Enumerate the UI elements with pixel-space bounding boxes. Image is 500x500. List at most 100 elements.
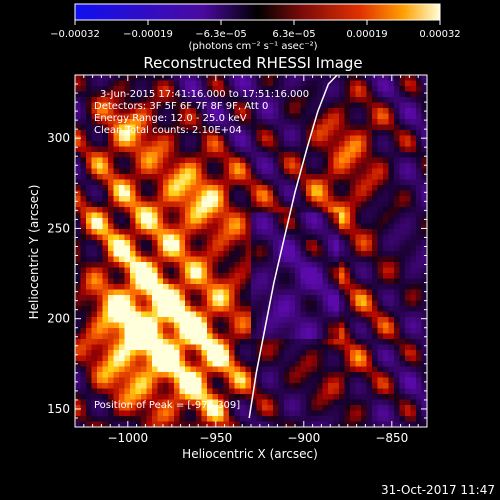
heatmap-cell (119, 108, 125, 114)
heatmap-cell (289, 223, 296, 230)
heatmap-cell (344, 300, 351, 307)
heatmap-cell (300, 339, 307, 345)
heatmap-cell (421, 383, 427, 389)
heatmap-cell (135, 267, 142, 274)
y-tick-label: 150 (47, 402, 70, 416)
heatmap-cell (185, 196, 191, 202)
heatmap-cell (339, 333, 345, 340)
heatmap-cell (317, 174, 323, 180)
heatmap-cell (377, 196, 384, 202)
heatmap-cell (377, 284, 384, 290)
heatmap-cell (372, 328, 378, 334)
heatmap-cell (306, 157, 312, 164)
footer-timestamp: 31-Oct-2017 11:47 (381, 483, 495, 497)
heatmap-cell (421, 163, 427, 169)
heatmap-cell (240, 157, 246, 164)
heatmap-cell (157, 185, 164, 191)
heatmap-cell (157, 322, 164, 329)
heatmap-cell (311, 212, 318, 219)
heatmap-cell (174, 344, 180, 351)
heatmap-cell (410, 273, 417, 279)
heatmap-cell (86, 317, 92, 323)
heatmap-cell (421, 196, 427, 202)
heatmap-cell (201, 124, 208, 131)
heatmap-cell (267, 377, 274, 384)
heatmap-cell (273, 201, 279, 208)
heatmap-cell (75, 179, 81, 186)
heatmap-cell (240, 168, 246, 175)
heatmap-cell (97, 372, 103, 378)
heatmap-cell (377, 333, 384, 340)
heatmap-cell (234, 196, 241, 202)
heatmap-cell (267, 284, 274, 290)
heatmap-cell (311, 163, 318, 169)
heatmap-cell (185, 278, 191, 285)
heatmap-cell (168, 355, 175, 362)
heatmap-cell (190, 311, 197, 318)
heatmap-cell (284, 102, 290, 109)
heatmap-cell (377, 179, 384, 186)
heatmap-cell (124, 322, 131, 329)
heatmap-cell (328, 284, 334, 290)
heatmap-cell (416, 410, 422, 417)
heatmap-cell (174, 185, 180, 191)
heatmap-cell (405, 201, 411, 208)
heatmap-cell (295, 262, 301, 268)
heatmap-cell (86, 75, 92, 81)
heatmap-cell (108, 86, 114, 92)
heatmap-cell (119, 245, 125, 252)
heatmap-cell (405, 113, 411, 120)
heatmap-cell (152, 366, 158, 373)
heatmap-cell (80, 212, 87, 219)
heatmap-cell (240, 295, 246, 301)
heatmap-cell (317, 289, 323, 296)
heatmap-cell (223, 157, 230, 164)
heatmap-cell (190, 102, 197, 109)
heatmap-cell (251, 251, 257, 257)
heatmap-cell (273, 256, 279, 263)
heatmap-cell (212, 251, 219, 257)
heatmap-cell (311, 108, 318, 114)
heatmap-cell (267, 350, 274, 356)
heatmap-cell (289, 355, 296, 362)
heatmap-cell (366, 300, 373, 307)
heatmap-cell (185, 229, 191, 235)
heatmap-cell (229, 141, 235, 147)
heatmap-cell (152, 119, 158, 125)
heatmap-cell (152, 251, 158, 257)
heatmap-cell (350, 207, 356, 213)
heatmap-cell (97, 300, 103, 307)
heatmap-cell (86, 80, 92, 87)
heatmap-cell (251, 234, 257, 241)
heatmap-cell (295, 245, 301, 252)
heatmap-cell (361, 218, 367, 224)
heatmap-cell (256, 256, 263, 263)
heatmap-cell (350, 300, 356, 307)
heatmap-cell (394, 284, 400, 290)
heatmap-cell (240, 179, 246, 186)
heatmap-cell (141, 212, 147, 219)
heatmap-cell (361, 267, 367, 274)
heatmap-cell (245, 234, 252, 241)
heatmap-cell (311, 278, 318, 285)
heatmap-cell (130, 339, 136, 345)
heatmap-cell (124, 377, 131, 384)
heatmap-cell (267, 234, 274, 241)
heatmap-cell (421, 218, 427, 224)
heatmap-cell (295, 383, 301, 389)
heatmap-cell (399, 75, 406, 81)
heatmap-cell (196, 141, 202, 147)
heatmap-cell (388, 152, 395, 158)
heatmap-cell (322, 130, 329, 136)
heatmap-cell (240, 289, 246, 296)
heatmap-cell (86, 185, 92, 191)
heatmap-cell (328, 383, 334, 389)
heatmap-cell (289, 119, 296, 125)
heatmap-cell (394, 405, 400, 411)
heatmap-cell (355, 174, 362, 180)
heatmap-cell (361, 366, 367, 373)
heatmap-cell (196, 273, 202, 279)
heatmap-cell (372, 300, 378, 307)
heatmap-cell (218, 102, 224, 109)
heatmap-cell (306, 421, 312, 427)
